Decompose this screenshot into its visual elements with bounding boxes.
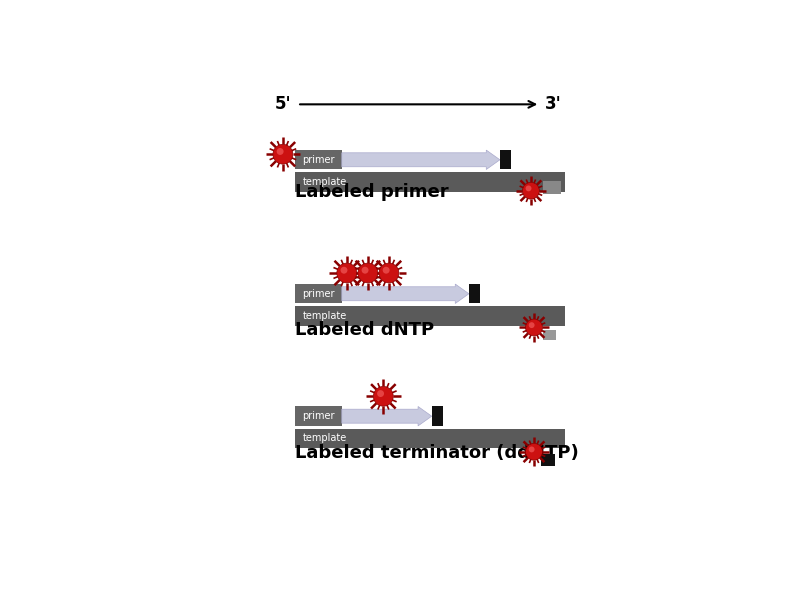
Polygon shape	[342, 406, 432, 426]
Bar	[295, 172, 565, 191]
Bar	[432, 406, 443, 426]
Ellipse shape	[526, 443, 542, 460]
Ellipse shape	[529, 322, 534, 328]
Bar	[295, 306, 565, 326]
Bar	[542, 454, 555, 466]
Text: primer: primer	[302, 155, 334, 165]
Bar	[295, 406, 342, 426]
Ellipse shape	[277, 148, 283, 155]
Text: template: template	[302, 177, 347, 187]
Ellipse shape	[382, 267, 390, 274]
Bar	[469, 284, 480, 304]
Ellipse shape	[522, 182, 539, 199]
Polygon shape	[342, 150, 500, 169]
Text: primer: primer	[302, 411, 334, 421]
Ellipse shape	[529, 446, 534, 452]
Bar	[295, 284, 342, 304]
Ellipse shape	[377, 390, 384, 397]
Polygon shape	[342, 284, 469, 304]
Ellipse shape	[273, 145, 293, 164]
Text: Labeled primer: Labeled primer	[295, 183, 449, 201]
Text: primer: primer	[302, 289, 334, 299]
Bar	[542, 330, 556, 340]
Bar	[500, 150, 511, 169]
Text: 3': 3'	[545, 95, 562, 113]
Ellipse shape	[379, 263, 399, 283]
Ellipse shape	[337, 263, 357, 283]
Bar	[295, 428, 565, 448]
Text: template: template	[302, 311, 347, 321]
Text: Labeled dNTP: Labeled dNTP	[295, 321, 434, 339]
Bar	[543, 181, 561, 194]
Text: template: template	[302, 433, 347, 443]
Ellipse shape	[526, 319, 542, 336]
Text: Labeled terminator (ddNTP): Labeled terminator (ddNTP)	[295, 444, 579, 462]
Bar	[295, 150, 342, 169]
Text: 5': 5'	[274, 95, 291, 113]
Ellipse shape	[341, 267, 347, 274]
Ellipse shape	[358, 263, 378, 283]
Ellipse shape	[526, 185, 531, 191]
Ellipse shape	[374, 386, 394, 406]
Ellipse shape	[362, 267, 369, 274]
